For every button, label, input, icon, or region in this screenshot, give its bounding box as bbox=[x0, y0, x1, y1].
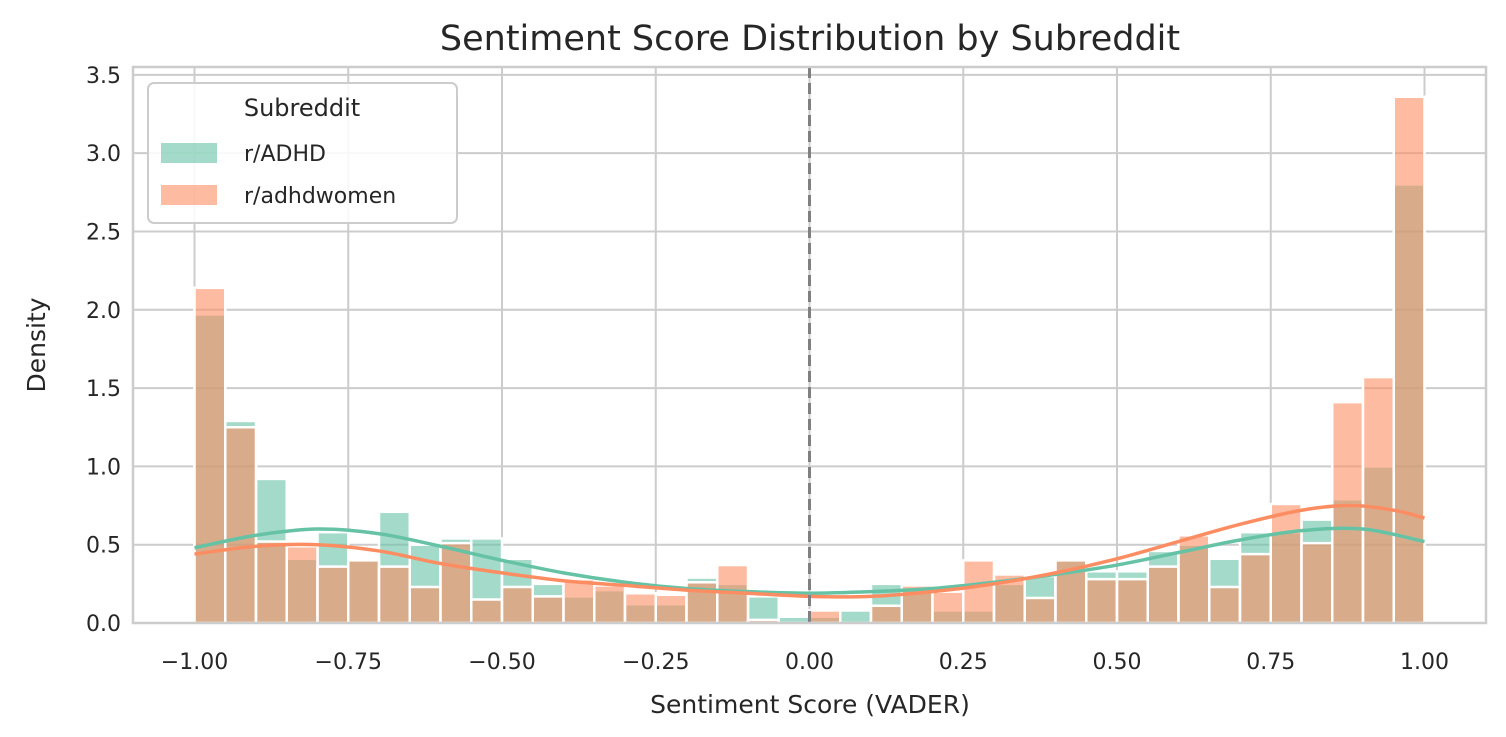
bar-r-adhdwomen bbox=[1146, 565, 1180, 625]
bar-r-adhdwomen bbox=[408, 585, 442, 625]
x-tick-label: −1.00 bbox=[161, 650, 228, 675]
bar-r-adhdwomen bbox=[316, 565, 350, 625]
y-tick-label: 0.0 bbox=[86, 612, 121, 637]
bar-r-adhdwomen bbox=[500, 585, 534, 625]
bar-r-adhdwomen bbox=[285, 545, 319, 625]
y-axis-label: Density bbox=[22, 297, 51, 392]
x-tick-labels: −1.00 −0.75 −0.50 −0.25 0.00 0.25 0.50 0.75 1.00 bbox=[161, 650, 1449, 675]
bar-r-adhd bbox=[746, 595, 780, 625]
bar-r-adhdwomen bbox=[869, 604, 903, 625]
legend-title: Subreddit bbox=[244, 94, 360, 122]
x-tick-label: 1.00 bbox=[1400, 650, 1449, 675]
bar-r-adhdwomen bbox=[593, 584, 627, 625]
kde-lines bbox=[194, 503, 1425, 599]
bar-r-adhdwomen bbox=[193, 286, 227, 625]
bar-r-adhdwomen bbox=[531, 595, 565, 625]
bar-r-adhdwomen bbox=[808, 609, 842, 625]
y-tick-label: 1.0 bbox=[86, 455, 121, 480]
bar-r-adhdwomen bbox=[1023, 596, 1057, 625]
y-tick-label: 3.0 bbox=[86, 142, 121, 167]
bar-r-adhdwomen bbox=[470, 598, 504, 625]
x-tick-label: −0.75 bbox=[315, 650, 382, 675]
x-tick-label: −0.50 bbox=[468, 650, 535, 675]
bar-r-adhdwomen bbox=[1208, 585, 1242, 625]
bar-r-adhdwomen bbox=[1115, 577, 1149, 625]
x-tick-label: 0.00 bbox=[785, 650, 834, 675]
legend-label-r-adhd: r/ADHD bbox=[244, 142, 326, 167]
plot-frame bbox=[131, 65, 1488, 625]
legend-label-r-adhdwomen: r/adhdwomen bbox=[244, 184, 396, 209]
y-tick-labels: 0.0 0.5 1.0 1.5 2.0 2.5 3.0 3.5 bbox=[86, 64, 121, 637]
chart-title: Sentiment Score Distribution by Subreddi… bbox=[440, 19, 1180, 59]
bar-r-adhdwomen bbox=[1300, 541, 1334, 625]
x-axis-label: Sentiment Score (VADER) bbox=[650, 690, 970, 719]
y-tick-label: 2.5 bbox=[86, 220, 121, 245]
bar-r-adhdwomen bbox=[439, 541, 473, 625]
bar-r-adhdwomen bbox=[347, 559, 381, 625]
bar-r-adhdwomen bbox=[562, 577, 596, 625]
bar-r-adhdwomen bbox=[623, 591, 657, 625]
bar-r-adhdwomen bbox=[654, 593, 688, 625]
bar-r-adhdwomen bbox=[377, 565, 411, 625]
x-tick-label: 0.75 bbox=[1246, 650, 1295, 675]
bar-r-adhd bbox=[839, 609, 873, 625]
bar-r-adhdwomen bbox=[962, 559, 996, 625]
x-tick-label: 0.50 bbox=[1093, 650, 1142, 675]
x-tick-label: 0.25 bbox=[939, 650, 988, 675]
bar-r-adhdwomen bbox=[224, 425, 258, 625]
legend-swatch-r-adhdwomen bbox=[161, 185, 217, 205]
y-tick-label: 1.5 bbox=[86, 377, 121, 402]
bar-r-adhdwomen bbox=[1361, 375, 1395, 625]
bar-r-adhdwomen bbox=[1238, 552, 1272, 625]
y-tick-label: 2.0 bbox=[86, 299, 121, 324]
bar-r-adhdwomen bbox=[1331, 400, 1365, 625]
bar-r-adhdwomen bbox=[1085, 577, 1119, 625]
legend: Subreddit r/ADHD r/adhdwomen bbox=[147, 82, 458, 224]
bar-r-adhdwomen bbox=[1392, 95, 1426, 625]
legend-swatch-r-adhd bbox=[161, 143, 217, 163]
kde-line-r-adhdwomen bbox=[194, 503, 1425, 599]
bar-r-adhdwomen bbox=[931, 590, 965, 625]
bar-r-adhdwomen bbox=[254, 540, 288, 625]
kde-line-r-adhd bbox=[194, 526, 1425, 595]
legend-box bbox=[147, 82, 458, 224]
y-tick-label: 3.5 bbox=[86, 64, 121, 89]
y-tick-label: 0.5 bbox=[86, 534, 121, 559]
bar-r-adhdwomen bbox=[1269, 502, 1303, 625]
x-tick-label: −0.25 bbox=[622, 650, 689, 675]
